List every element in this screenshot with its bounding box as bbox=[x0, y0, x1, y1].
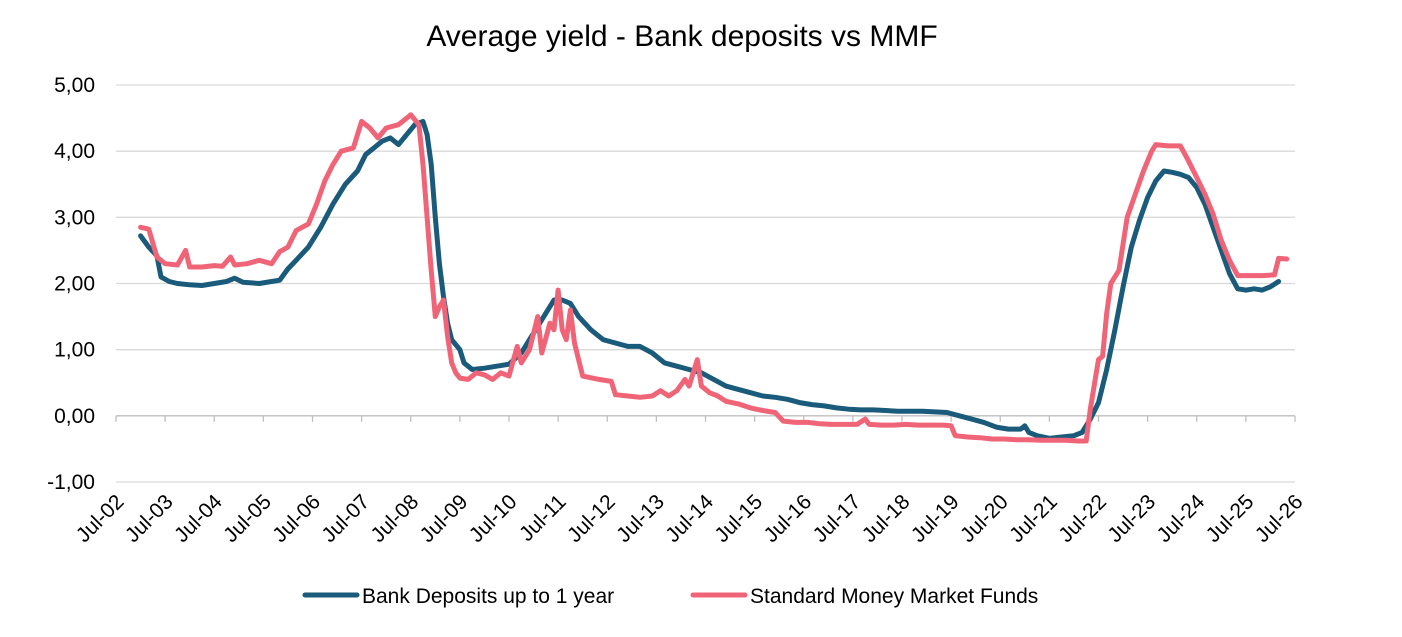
x-tick-label: Jul-17 bbox=[809, 490, 866, 547]
y-tick-label: 2,00 bbox=[54, 273, 95, 296]
x-tick-label: Jul-06 bbox=[268, 490, 325, 547]
x-tick-label: Jul-12 bbox=[563, 490, 620, 547]
x-tick-label: Jul-11 bbox=[515, 490, 571, 546]
legend-item: Standard Money Market Funds bbox=[690, 585, 1038, 608]
legend: Bank Deposits up to 1 year Standard Money… bbox=[302, 585, 1038, 608]
x-tick-label: Jul-02 bbox=[72, 490, 129, 547]
y-tick-label: 0,00 bbox=[54, 405, 95, 428]
x-tick-label: Jul-07 bbox=[317, 490, 374, 547]
x-tick-label: Jul-25 bbox=[1202, 490, 1259, 547]
x-tick-label: Jul-04 bbox=[170, 490, 227, 547]
y-tick-label: 4,00 bbox=[54, 140, 95, 163]
x-tick-label: Jul-22 bbox=[1054, 490, 1111, 547]
legend-label: Bank Deposits up to 1 year bbox=[362, 585, 614, 608]
x-tick-label: Jul-10 bbox=[465, 490, 522, 547]
series-group bbox=[138, 112, 1290, 444]
x-tick-label: Jul-18 bbox=[858, 490, 915, 547]
x-tick-label: Jul-23 bbox=[1103, 490, 1160, 547]
x-tick-label: Jul-19 bbox=[907, 490, 964, 547]
x-tick-label: Jul-26 bbox=[1251, 490, 1308, 547]
x-tick-label: Jul-14 bbox=[661, 490, 718, 547]
x-tick-label: Jul-05 bbox=[219, 490, 276, 547]
x-tick-label: Jul-21 bbox=[1005, 490, 1062, 547]
x-tick-label: Jul-13 bbox=[612, 490, 669, 547]
chart-title: Average yield - Bank deposits vs MMF bbox=[426, 20, 937, 53]
x-tick-label: Jul-16 bbox=[760, 490, 817, 547]
y-axis-labels: -1,00 0,00 1,00 2,00 3,00 4,00 5,00 bbox=[47, 74, 95, 494]
grid-lines bbox=[116, 84, 1295, 483]
x-tick-label: Jul-24 bbox=[1153, 490, 1210, 547]
series-line-bank-deposits bbox=[138, 118, 1282, 441]
y-tick-label: 3,00 bbox=[54, 206, 95, 229]
x-tick-label: Jul-09 bbox=[416, 490, 473, 547]
legend-item: Bank Deposits up to 1 year bbox=[302, 585, 614, 608]
x-tick-label: Jul-20 bbox=[956, 490, 1013, 547]
x-tick-label: Jul-15 bbox=[710, 490, 767, 547]
x-tick-label: Jul-03 bbox=[121, 490, 178, 547]
x-tick-label: Jul-08 bbox=[367, 490, 424, 547]
y-tick-label: 5,00 bbox=[54, 74, 95, 97]
y-tick-label: -1,00 bbox=[47, 471, 95, 494]
y-tick-label: 1,00 bbox=[54, 339, 95, 362]
series-line-money-market-funds bbox=[138, 112, 1290, 444]
legend-label: Standard Money Market Funds bbox=[750, 585, 1038, 608]
